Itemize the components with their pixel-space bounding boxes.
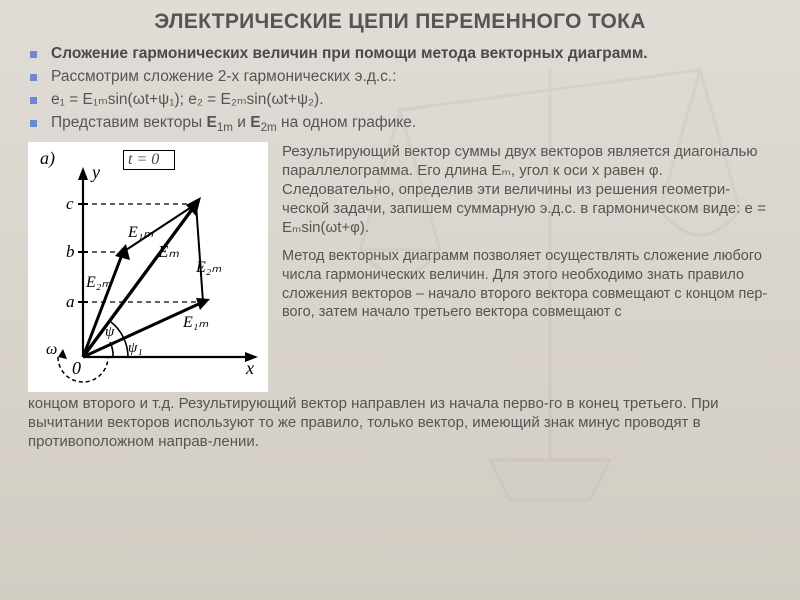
svg-text:E₁ₘ: E₁ₘ: [127, 224, 153, 241]
bullet-text: Представим векторы E1m и E2m на одном гр…: [51, 113, 772, 136]
bullet-text: Рассмотрим сложение 2-х гармонических э.…: [51, 67, 772, 88]
svg-text:a: a: [66, 292, 75, 311]
svg-text:ω: ω: [46, 341, 57, 358]
bullet-item: Сложение гармонических величин при помощ…: [28, 44, 772, 65]
svg-text:ψ: ψ: [105, 324, 115, 340]
svg-text:c: c: [66, 194, 74, 213]
time-box: t = 0: [123, 150, 175, 170]
right-column: Результирующий вектор суммы двух векторо…: [282, 142, 772, 332]
bullet-marker: [30, 51, 37, 58]
bullet-item: e₁ = E₁ₘsin(ωt+ψ₁); e₂ = E₂ₘsin(ωt+ψ₂).: [28, 90, 772, 111]
bullet-item: Рассмотрим сложение 2-х гармонических э.…: [28, 67, 772, 88]
bullet-marker: [30, 120, 37, 127]
bullet-item: Представим векторы E1m и E2m на одном гр…: [28, 113, 772, 136]
bottom-paragraph: концом второго и т.д. Результирующий век…: [28, 394, 772, 452]
svg-text:E₂ₘ: E₂ₘ: [85, 274, 111, 291]
svg-text:E₂ₘ: E₂ₘ: [195, 259, 221, 276]
paragraph: Результирующий вектор суммы двух векторо…: [282, 142, 772, 238]
svg-text:0: 0: [72, 358, 81, 378]
svg-text:E₁ₘ: E₁ₘ: [182, 314, 208, 331]
paragraph: Метод векторных диаграмм позволяет осуще…: [282, 247, 772, 321]
page-title: ЭЛЕКТРИЧЕСКИЕ ЦЕПИ ПЕРЕМЕННОГО ТОКА: [28, 10, 772, 34]
svg-text:b: b: [66, 242, 75, 261]
bullet-marker: [30, 74, 37, 81]
bullet-text: Сложение гармонических величин при помощ…: [51, 44, 772, 65]
panel-label: a): [40, 148, 55, 169]
bullet-marker: [30, 97, 37, 104]
bullet-list: Сложение гармонических величин при помощ…: [28, 44, 772, 136]
svg-text:y: y: [90, 162, 100, 182]
svg-text:Eₘ: Eₘ: [157, 242, 179, 261]
svg-text:ψ₁: ψ₁: [128, 340, 143, 356]
bullet-text: e₁ = E₁ₘsin(ωt+ψ₁); e₂ = E₂ₘsin(ωt+ψ₂).: [51, 90, 772, 111]
svg-text:x: x: [245, 358, 254, 378]
vector-diagram: a) t = 0 y x 0: [28, 142, 268, 392]
